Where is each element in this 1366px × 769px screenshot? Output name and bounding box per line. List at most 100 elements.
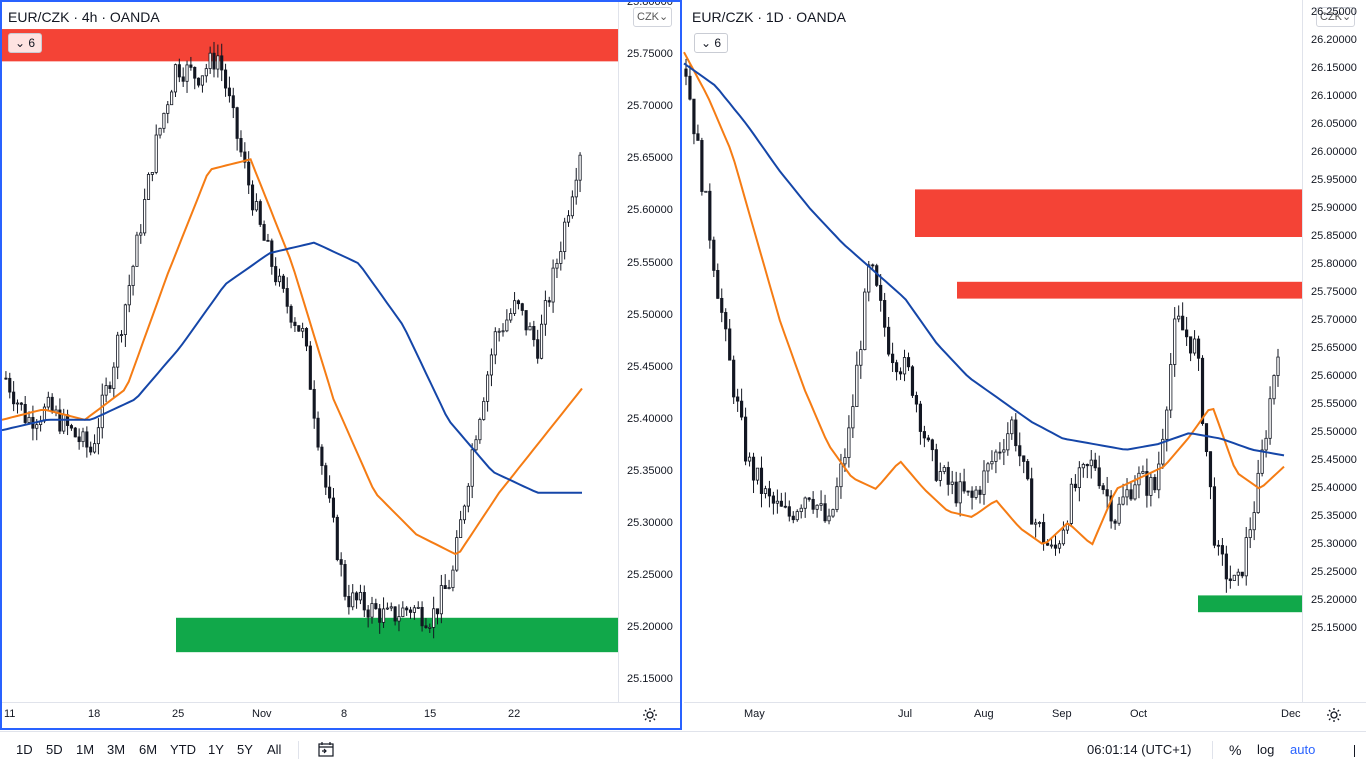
candle-body [1045,542,1050,546]
candle-body [135,234,139,267]
candle-body [950,481,954,485]
auto-scale-toggle[interactable]: auto [1290,742,1316,757]
candle-body [289,305,293,323]
toolbar-divider [298,741,299,759]
calendar-range-icon[interactable] [317,741,335,759]
demand-zone [176,617,618,653]
candle-body [331,497,336,518]
candle-body [970,490,974,498]
chart-pane-left[interactable]: EUR/CZK · 4h · OANDA ⌄ 6 CZK⌄ 25.80000 25… [0,0,682,730]
range-button-5y[interactable]: 5Y [237,742,253,757]
price-tick-label: 26.10000 [1311,90,1357,102]
price-tick-label: 25.50000 [627,308,673,321]
currency-label: CZK [1320,11,1342,23]
candle-body [930,439,934,451]
currency-button[interactable]: CZK⌄ [1316,7,1356,27]
candle-body [926,437,930,441]
candle-body [19,402,23,405]
range-button-1y[interactable]: 1Y [208,742,224,757]
candle-body [1177,315,1181,320]
price-tick-label: 26.00000 [1311,146,1357,158]
candle-body [328,486,332,499]
candle-body [312,388,316,419]
range-button-6m[interactable]: 6M [139,742,158,757]
candle-body [787,506,791,517]
candle-body [1038,522,1042,524]
range-button-ytd[interactable]: YTD [170,742,196,757]
left-chart-canvas[interactable] [0,0,682,730]
candle-body [1121,496,1125,505]
chart-pane-right[interactable]: EUR/CZK · 1D · OANDA ⌄ 6 CZK⌄ 26.25000 26… [683,0,1366,730]
candle-body [942,467,946,472]
candle-body [528,326,532,331]
currency-button[interactable]: CZK⌄ [633,7,673,27]
candle-body [355,592,359,601]
candle-body [1030,478,1034,525]
candle-body [910,366,915,396]
log-scale-toggle[interactable]: log [1257,742,1275,757]
candle-body [891,353,895,364]
moving-average-slow [1,241,582,494]
panel-edge-handle[interactable] [1354,745,1355,757]
candle-body [173,64,178,93]
candle-body [324,465,328,488]
price-tick-label: 25.35000 [627,464,673,477]
candle-body [351,592,355,608]
clock-timezone[interactable]: 06:01:14 (UTC+1) [1087,742,1192,757]
candle-body [879,284,883,301]
toolbar-divider [1212,741,1213,759]
candle-body [73,427,77,438]
range-button-all[interactable]: All [267,742,282,757]
supply-zone [957,281,1302,299]
candle-body [243,151,247,163]
time-tick-label: May [744,708,765,720]
bottom-toolbar: 1D 5D 1M 3M 6M YTD 1Y 5Y All 06:01:14 (U… [0,731,1366,769]
indicators-toggle[interactable]: ⌄ 6 [694,33,729,53]
candle-body [1105,489,1109,497]
range-button-1m[interactable]: 1M [76,742,95,757]
percent-scale-toggle[interactable]: % [1229,742,1242,758]
candle-body [385,607,389,610]
candle-body [220,55,224,71]
candle-body [181,76,185,82]
candle-body [835,486,839,510]
candle-body [1109,495,1113,522]
gear-icon[interactable] [1326,707,1342,723]
candle-body [432,608,436,628]
candle-body [197,77,201,86]
candle-body [827,515,831,522]
candle-body [428,626,432,629]
candle-body [1057,543,1062,549]
candle-body [1232,574,1236,581]
candle-body [316,417,320,448]
time-tick-label: 15 [424,708,437,720]
price-axis-divider [618,0,619,702]
candle-body [1157,463,1161,491]
candle-body [370,603,374,618]
gear-icon[interactable] [642,707,658,723]
candle-body [914,395,919,405]
candle-body [35,424,39,429]
candle-body [235,107,239,139]
range-button-3m[interactable]: 3M [107,742,126,757]
range-button-1d[interactable]: 1D [16,742,33,757]
candle-body [304,328,309,347]
candle-body [1244,537,1248,577]
candle-body [416,606,420,609]
candle-body [938,471,942,481]
candle-body [459,519,463,539]
candle-body [189,64,193,68]
indicators-toggle[interactable]: ⌄ 6 [8,33,43,53]
candle-body [847,427,851,458]
demand-zone [1198,595,1302,613]
candle-body [815,504,819,510]
candle-body [250,184,255,211]
candle-body [843,457,847,465]
candle-body [1069,483,1073,524]
candle-body [46,396,50,408]
candle-body [104,385,108,396]
time-tick-label: 8 [341,708,348,720]
candle-body [982,470,986,495]
range-button-5d[interactable]: 5D [46,742,63,757]
right-chart-canvas[interactable] [683,0,1366,730]
